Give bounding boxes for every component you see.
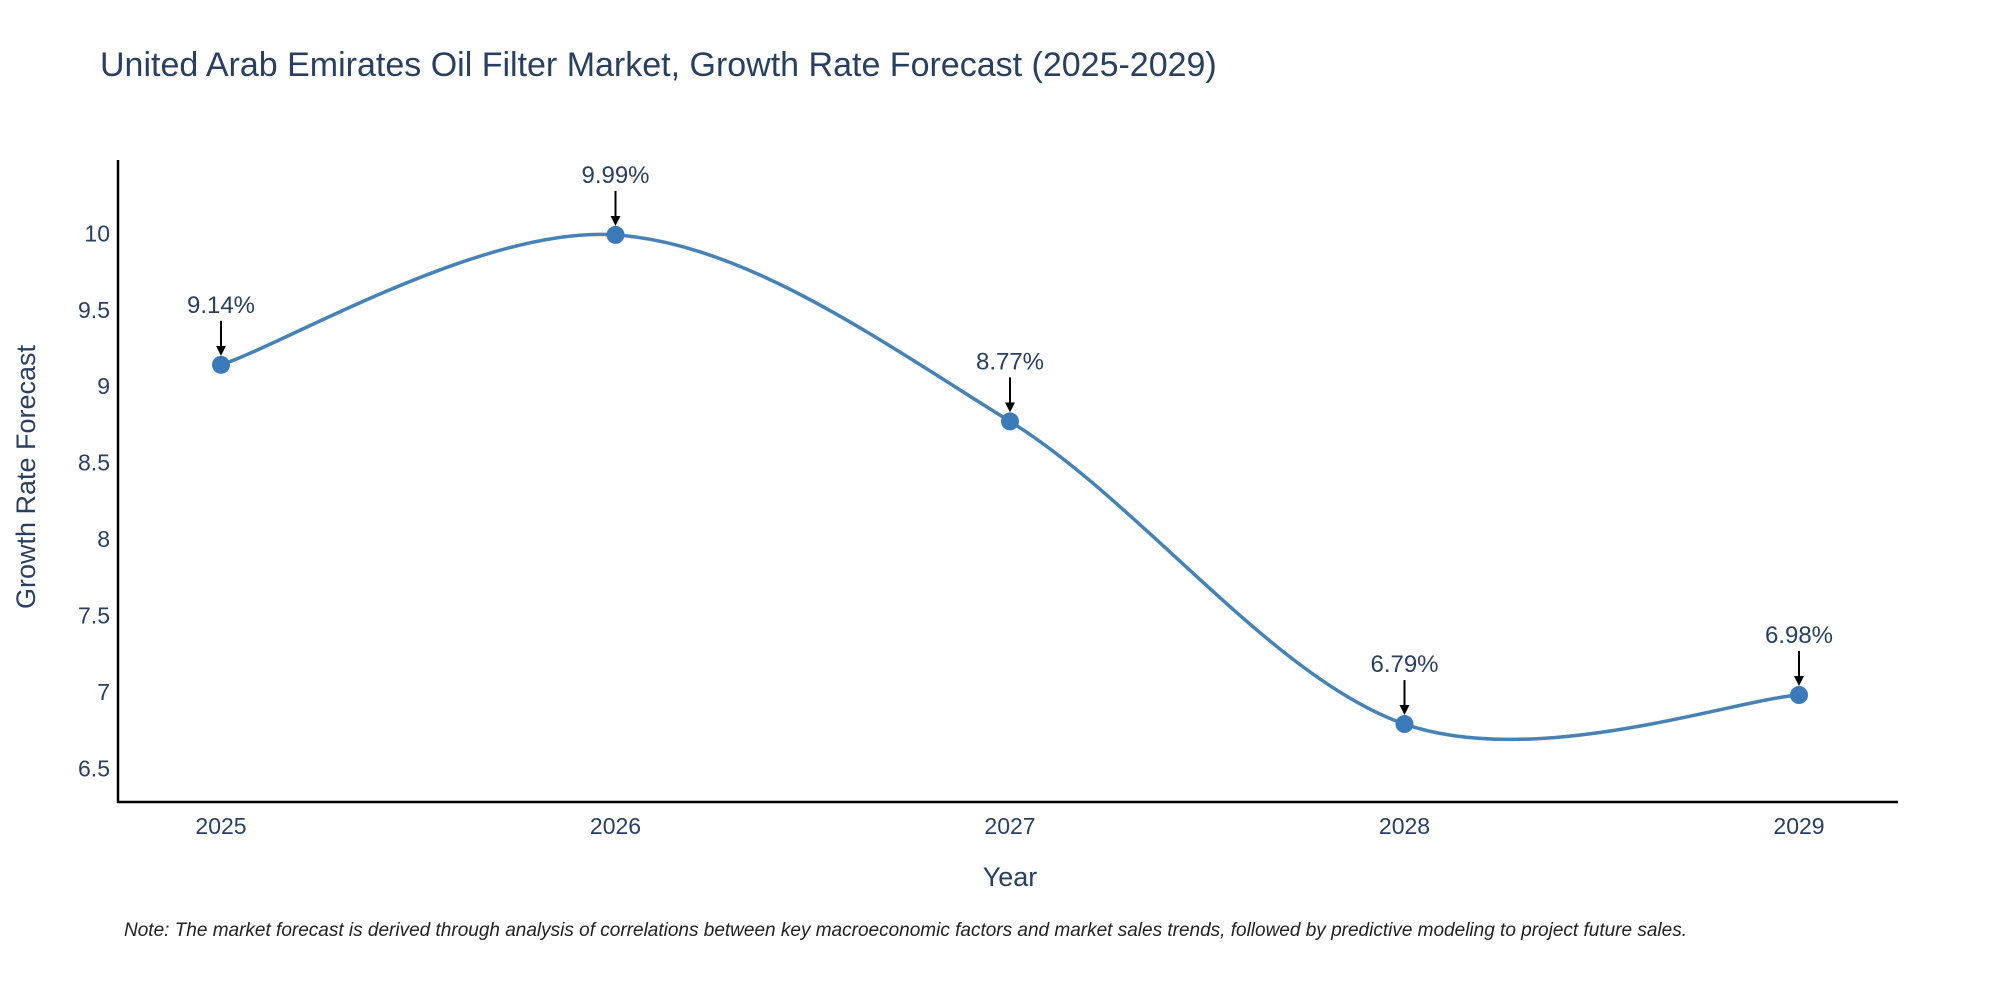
data-label: 8.77% <box>976 348 1044 375</box>
x-tick-label: 2025 <box>195 813 246 839</box>
data-point[interactable] <box>1001 412 1019 431</box>
data-label: 9.99% <box>581 162 649 189</box>
series-line <box>220 232 1800 742</box>
x-tick-label: 2028 <box>1379 813 1430 839</box>
chart-title: United Arab Emirates Oil Filter Market, … <box>100 46 1217 84</box>
data-point[interactable] <box>1790 686 1808 704</box>
y-tick-label: 8 <box>97 526 110 552</box>
y-tick-label: 9.5 <box>78 297 110 323</box>
data-point[interactable] <box>212 355 230 374</box>
y-axis-title: Growth Rate Forecast <box>11 344 41 609</box>
y-tick-label: 6.5 <box>78 755 110 781</box>
x-tick-label: 2026 <box>590 813 641 839</box>
y-tick-label: 9 <box>97 373 110 399</box>
data-label: 6.79% <box>1370 651 1438 678</box>
y-tick-label: 8.5 <box>78 450 110 476</box>
y-tick-label: 7 <box>97 679 110 705</box>
data-label: 9.14% <box>187 292 255 319</box>
x-tick-label: 2027 <box>984 813 1035 839</box>
data-point[interactable] <box>1395 715 1414 734</box>
x-tick-label: 2029 <box>1773 813 1824 839</box>
x-axis-title: Year <box>983 862 1038 892</box>
y-tick-label: 10 <box>84 220 110 246</box>
data-point[interactable] <box>606 225 625 244</box>
y-tick-label: 7.5 <box>78 603 110 629</box>
data-label: 6.98% <box>1765 622 1833 649</box>
footnote: Note: The market forecast is derived thr… <box>124 920 1687 941</box>
